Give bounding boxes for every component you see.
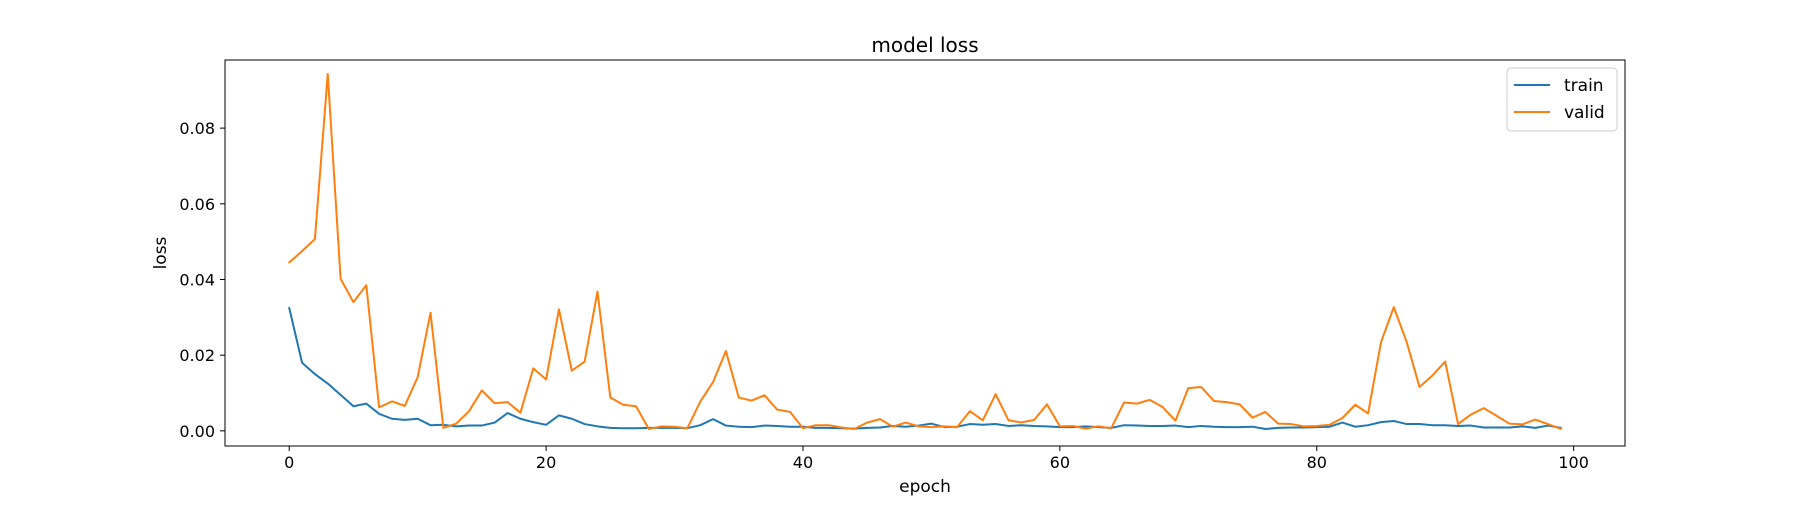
legend-label-valid: valid: [1564, 103, 1605, 123]
y-tick-label: 0.04: [179, 270, 215, 289]
y-tick-label: 0.06: [179, 195, 215, 214]
x-tick-label: 0: [284, 453, 294, 472]
y-tick-label: 0.00: [179, 422, 215, 441]
x-tick-label: 80: [1307, 453, 1327, 472]
series-lines: [288, 73, 1562, 430]
chart-title: model loss: [871, 33, 978, 57]
legend-label-train: train: [1564, 76, 1604, 96]
x-tick-label: 60: [1050, 453, 1070, 472]
series-line-valid: [288, 73, 1562, 430]
x-axis: 0 20 40 60 80 100: [284, 446, 1589, 472]
x-tick-label: 20: [536, 453, 556, 472]
x-tick-label: 40: [793, 453, 813, 472]
x-tick-label: 100: [1558, 453, 1589, 472]
legend-box: [1506, 67, 1618, 132]
series-line-train: [288, 306, 1562, 430]
plot-frame: [224, 59, 1626, 447]
y-tick-label: 0.02: [179, 346, 215, 365]
y-axis: 0.00 0.02 0.04 0.06 0.08: [179, 119, 225, 441]
legend: train valid: [1506, 67, 1618, 132]
y-axis-label: loss: [151, 236, 171, 269]
x-axis-label: epoch: [899, 477, 951, 497]
y-tick-label: 0.08: [179, 119, 215, 138]
